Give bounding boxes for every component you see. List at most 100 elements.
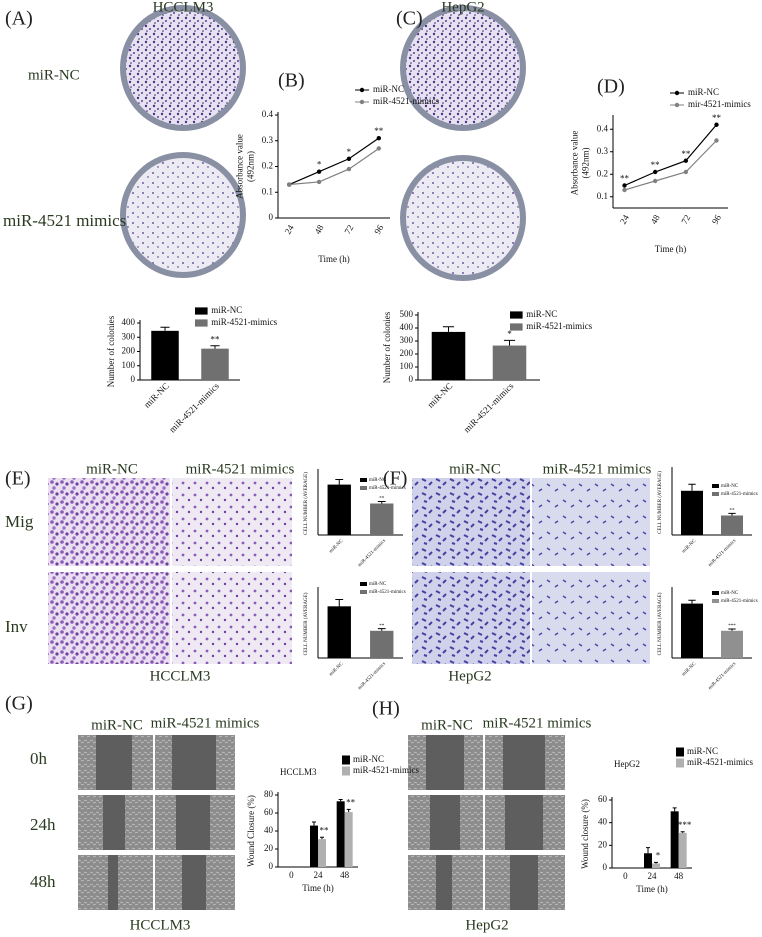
legend-label: miR-NC: [211, 305, 242, 315]
legend-marker: [359, 87, 365, 93]
x-tick-label: miR-4521-mimics: [462, 380, 516, 434]
error-bar: [728, 628, 736, 631]
x-tick-label: 48: [674, 871, 684, 881]
wound-gap: [96, 735, 132, 790]
legend-swatch: [712, 591, 719, 595]
x-tick-label: 0: [289, 870, 294, 880]
error-bar: [338, 799, 343, 802]
group-label: miR-4521 mimics: [543, 461, 652, 477]
point: [622, 183, 627, 188]
wound-gap: [436, 855, 452, 910]
legend-swatch: [712, 492, 719, 496]
error-bar: [442, 326, 455, 332]
legend-swatch: [676, 758, 684, 768]
cell-line: HepG2: [465, 917, 508, 933]
error-bar: [335, 479, 344, 485]
plate: [120, 5, 246, 131]
x-tick-label: miR-4521-mimics: [167, 380, 221, 434]
time-label: 48h: [30, 872, 56, 891]
series-line: [288, 137, 380, 186]
series-line: [624, 124, 717, 187]
series-line: [289, 147, 380, 186]
bar: [721, 515, 743, 535]
annotation: *: [317, 160, 322, 170]
y-tick-label: 40: [598, 817, 608, 827]
panel-label: (B): [278, 70, 305, 92]
legend-swatch: [510, 311, 523, 319]
y-tick-label: 0.4: [597, 123, 609, 133]
y-axis-label: CELL NUMBER (AVERAGE): [304, 592, 309, 655]
bar: [681, 603, 703, 658]
x-tick-label: miR-4521-mimics: [708, 662, 738, 691]
legend-label: miR-4521-mimics: [526, 321, 592, 331]
bar: [344, 812, 353, 867]
wound-gap: [503, 735, 545, 790]
legend-label: miR-NC: [373, 84, 404, 94]
y-tick-label: 0.1: [597, 191, 608, 201]
annotation: **: [211, 334, 221, 344]
x-tick-label: 96: [710, 213, 723, 226]
legend-label: miR-NC: [721, 484, 739, 489]
cell-line: HepG2: [448, 668, 491, 684]
annotation: **: [379, 497, 385, 502]
wound-gap: [510, 855, 538, 910]
y-axis-label: Absorbance value: [235, 134, 245, 199]
x-tick-label: miR-NC: [425, 381, 454, 410]
y-axis-label: (492nm): [581, 148, 591, 179]
x-tick-label: 24: [283, 223, 296, 236]
annotation: **: [651, 160, 661, 170]
error-bar: [654, 861, 658, 864]
wound-gap: [108, 855, 118, 910]
bar: [151, 330, 179, 380]
annotation: *: [507, 329, 512, 339]
panel-label: (F): [383, 468, 407, 490]
legend-label: miR-NC: [369, 478, 387, 483]
legend-swatch: [510, 323, 523, 331]
y-tick-label: 0.2: [597, 168, 608, 178]
image: [172, 572, 292, 664]
legend-marker: [674, 90, 680, 96]
group-label: miR-NC: [449, 461, 501, 477]
bar: [318, 839, 326, 867]
y-tick-label: 60: [264, 807, 274, 817]
cell-line: HCCLM3: [153, 0, 214, 15]
transwell-images: [48, 478, 650, 664]
annotation: **: [346, 797, 356, 807]
point: [376, 146, 381, 151]
bar: [681, 490, 703, 535]
y-tick-label: 0: [269, 212, 274, 222]
error-bar: [377, 628, 386, 631]
annotation: *: [656, 850, 661, 860]
x-axis-label: Time (h): [302, 883, 333, 893]
wound-gap: [103, 795, 125, 850]
point: [316, 169, 322, 174]
x-tick-label: 48: [649, 213, 662, 226]
point: [652, 178, 658, 184]
bar: [327, 606, 351, 658]
legend-label: miR-NC: [353, 754, 384, 764]
group-label: miR-NC: [86, 461, 138, 477]
legend-marker: [359, 99, 365, 105]
x-tick-label: 72: [342, 223, 355, 236]
legend-label: miR-NC: [526, 309, 557, 319]
wound-gap: [172, 735, 216, 790]
point: [714, 122, 719, 127]
group-label: miR-4521 mimics: [151, 715, 260, 731]
error-bar: [346, 808, 351, 813]
x-tick-label: miR-NC: [681, 661, 697, 677]
x-tick-label: 0: [623, 871, 628, 881]
y-tick-label: 300: [400, 335, 414, 345]
x-tick-label: 48: [312, 223, 325, 236]
x-axis-label: Time (h): [655, 244, 686, 254]
error-bar: [646, 847, 650, 854]
legend-label: miR-NC: [721, 591, 739, 596]
y-tick-label: 0: [409, 374, 414, 384]
annotation: **: [374, 126, 384, 136]
x-tick-label: 48: [340, 870, 350, 880]
wound-images: [78, 735, 565, 910]
x-axis-label: Time (h): [636, 884, 667, 894]
bar: [201, 348, 229, 380]
assay-label: Inv: [5, 617, 28, 636]
bar: [310, 825, 318, 867]
